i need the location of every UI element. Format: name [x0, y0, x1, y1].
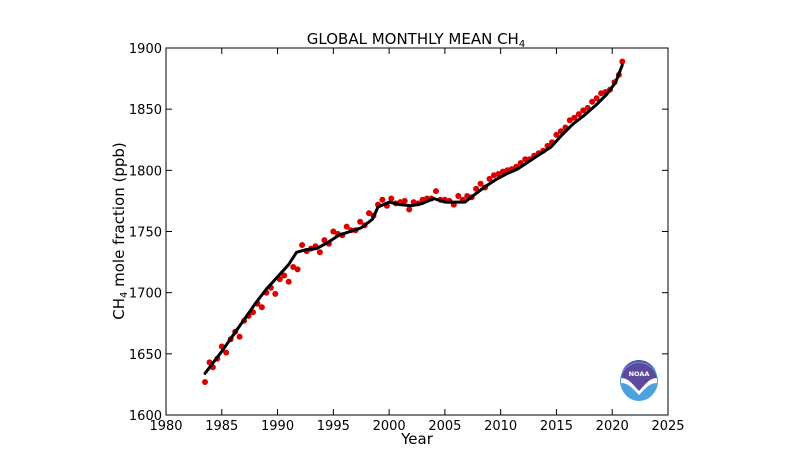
chart-title-subscript: 4 — [519, 39, 525, 50]
noaa-logo-text: NOAA — [629, 370, 650, 378]
x-tick-label: 2010 — [484, 419, 517, 434]
y-tick-labels: 1600 1650 1700 1750 1800 1850 1900 — [129, 42, 162, 424]
monthly-mean-point — [486, 175, 493, 182]
monthly-mean-point — [553, 131, 560, 138]
monthly-mean-point — [401, 197, 408, 204]
monthly-mean-point — [366, 210, 372, 217]
monthly-mean-point — [388, 195, 395, 202]
monthly-mean-point — [495, 171, 502, 177]
x-tick-label: 1990 — [261, 419, 294, 434]
monthly-mean-point — [433, 188, 439, 195]
monthly-mean-points — [202, 58, 626, 385]
noaa-logo-top — [621, 360, 657, 391]
monthly-mean-point — [406, 206, 413, 213]
x-tick-label: 2000 — [373, 419, 406, 434]
monthly-mean-point — [477, 180, 484, 187]
monthly-mean-point — [593, 95, 600, 102]
chart-title: GLOBAL MONTHLY MEAN CH4 — [307, 30, 525, 50]
monthly-mean-point — [499, 168, 506, 175]
monthly-mean-point — [357, 218, 364, 225]
monthly-mean-point — [571, 114, 578, 121]
monthly-mean-point — [589, 98, 596, 105]
monthly-mean-point — [290, 264, 297, 270]
y-tick-label: 1900 — [129, 42, 162, 57]
y-axis-title-subscript: 4 — [119, 292, 130, 298]
x-tick-label: 1980 — [149, 419, 182, 434]
monthly-mean-point — [321, 237, 328, 244]
monthly-mean-point — [580, 107, 587, 114]
x-tick-label: 2015 — [540, 419, 573, 434]
x-tick-label: 1985 — [205, 419, 238, 434]
axis-ticks — [165, 47, 669, 416]
x-tick-labels: 1980 1985 1990 1995 2000 2005 2010 2015 2020 2025 — [149, 419, 684, 434]
monthly-mean-point — [566, 117, 573, 124]
y-tick-label: 1750 — [129, 226, 162, 241]
monthly-mean-point — [258, 304, 265, 311]
monthly-mean-point — [223, 349, 230, 356]
monthly-mean-point — [343, 223, 350, 230]
y-tick-label: 1650 — [129, 348, 162, 363]
y-tick-label: 1600 — [129, 409, 162, 424]
monthly-mean-point — [619, 58, 626, 65]
y-axis-title: CH4 mole fraction (ppb) — [110, 142, 130, 320]
monthly-mean-point — [330, 228, 337, 235]
monthly-mean-point — [285, 278, 292, 285]
monthly-mean-point — [202, 379, 208, 385]
monthly-mean-point — [294, 266, 301, 273]
y-tick-label: 1850 — [129, 103, 162, 118]
noaa-logo-bottom — [621, 383, 657, 401]
x-tick-label: 1995 — [317, 419, 350, 434]
y-tick-label: 1800 — [129, 164, 162, 179]
monthly-mean-point — [299, 242, 306, 248]
monthly-mean-point — [236, 333, 243, 340]
trend-line — [203, 63, 624, 375]
monthly-mean-point — [272, 290, 279, 297]
monthly-mean-point — [575, 111, 582, 118]
x-tick-label: 2025 — [651, 419, 684, 434]
x-tick-label: 2020 — [596, 419, 629, 434]
y-tick-label: 1700 — [129, 287, 162, 302]
monthly-mean-point — [522, 156, 529, 163]
monthly-mean-point — [281, 272, 288, 279]
monthly-mean-point — [473, 185, 480, 192]
x-axis-title: Year — [400, 430, 434, 448]
noaa-logo: NOAA — [620, 360, 658, 401]
x-tick-label: 2005 — [428, 419, 461, 434]
monthly-mean-point — [455, 193, 462, 199]
monthly-mean-point — [379, 196, 386, 203]
monthly-mean-point — [316, 249, 323, 256]
